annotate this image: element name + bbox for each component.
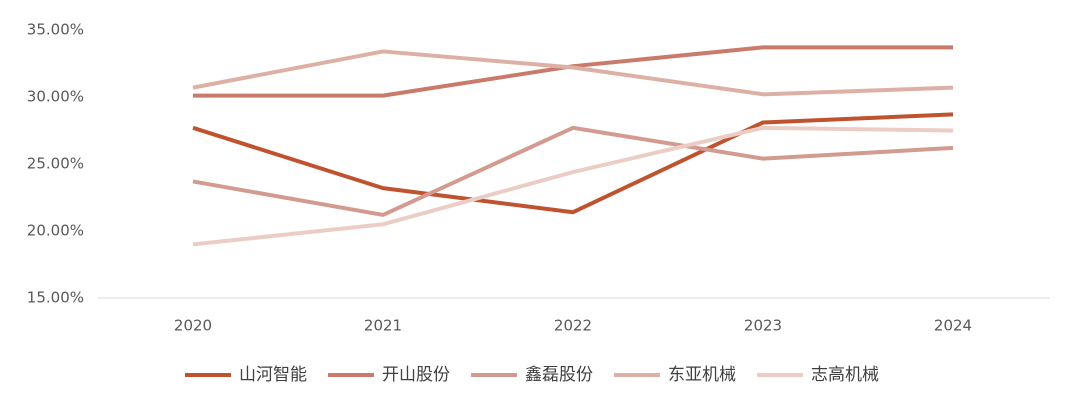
x-tick-label: 2020 [174, 317, 212, 335]
y-tick-label: 35.00% [27, 21, 84, 39]
legend-label: 山河智能 [239, 365, 307, 385]
legend-label: 东亚机械 [668, 365, 736, 385]
x-tick-label: 2022 [554, 317, 592, 335]
legend-label: 鑫磊股份 [525, 365, 593, 385]
x-tick-label: 2024 [934, 317, 972, 335]
series-line [192, 112, 954, 215]
series-line [193, 45, 953, 98]
series-line [192, 125, 954, 247]
y-tick-label: 15.00% [27, 289, 84, 307]
x-tick-label: 2021 [364, 317, 402, 335]
series-line [192, 49, 954, 97]
legend-label: 志高机械 [811, 365, 879, 385]
y-tick-label: 30.00% [27, 88, 84, 106]
x-tick-label: 2023 [744, 317, 782, 335]
legend-label: 开山股份 [382, 365, 450, 385]
y-tick-label: 25.00% [27, 155, 84, 173]
y-tick-label: 20.00% [27, 222, 84, 240]
series-line [192, 125, 954, 217]
